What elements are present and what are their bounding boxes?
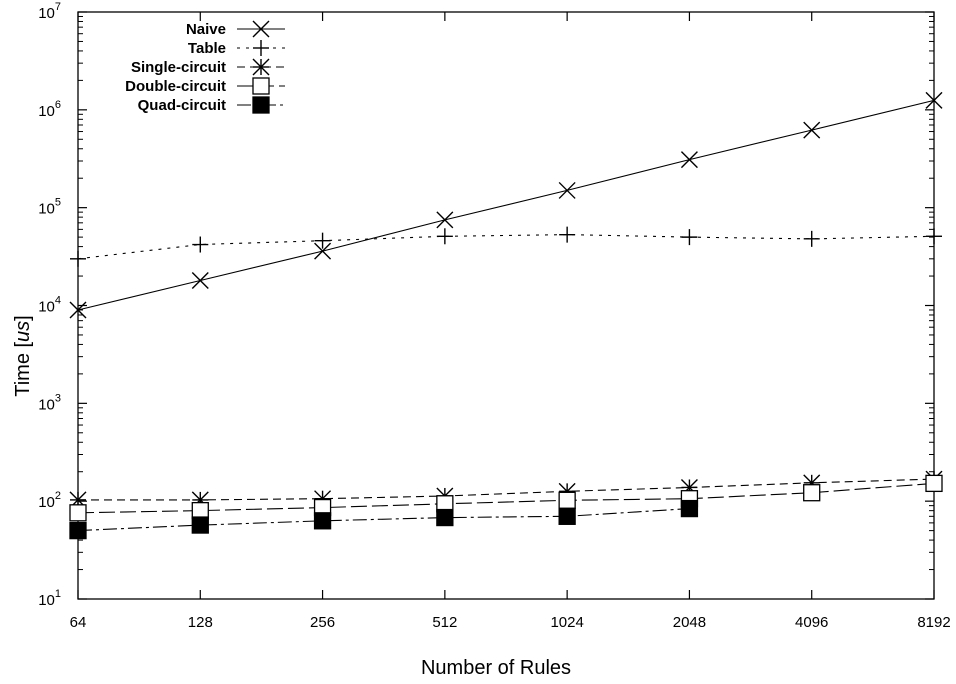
x-tick-label: 2048 [673,614,706,631]
data-point [680,499,699,518]
series-line [77,482,935,514]
y-tick-label-base: 10 [38,5,55,22]
y-tick-label-base: 10 [38,299,55,316]
series-table [70,226,942,267]
y-tick-label-base: 10 [38,592,55,609]
y-tick-label: 104 [38,295,61,316]
series-double-circuit [69,474,943,522]
data-point [192,236,209,253]
data-point [253,40,269,56]
y-axis-title-suffix: ] [12,315,34,321]
y-tick-label-exponent: 6 [55,99,61,111]
y-axis-title-unit: us [12,321,34,342]
y-tick-label: 106 [38,99,61,120]
data-point [314,232,331,249]
data-point [925,91,943,109]
data-point [803,121,821,139]
data-point [681,229,698,246]
legend-label: Double-circuit [125,78,226,95]
series-layer [69,91,943,540]
data-point [313,512,332,530]
data-point [803,484,821,502]
data-point [252,96,270,114]
data-point [558,507,576,525]
series-quad-circuit [69,499,699,540]
legend-label: Table [188,40,226,57]
y-tick-label-exponent: 7 [55,1,61,13]
x-tick-label: 64 [70,614,87,631]
y-tick-label-exponent: 5 [55,197,61,209]
data-point [803,230,820,247]
y-tick-label-exponent: 2 [55,490,61,502]
y-tick-label-exponent: 1 [55,588,61,600]
data-point [559,226,576,243]
data-point [252,77,270,95]
data-point [252,58,270,76]
y-tick-label-base: 10 [38,396,55,413]
y-axis-title-prefix: Time [ [12,342,34,397]
y-axis-title: Time [us] [12,315,34,397]
data-point [436,228,453,245]
data-point [191,501,209,520]
series-line [77,99,935,311]
legend-label: Quad-circuit [138,97,226,114]
data-point [69,504,87,522]
legend-entry: Quad-circuit [138,96,285,114]
data-point [70,250,86,267]
y-tick-label-exponent: 3 [55,392,61,404]
legend-entry: Double-circuit [125,77,285,95]
y-tick-label-base: 10 [38,494,55,511]
y-tick-label: 105 [38,197,61,218]
series-naive [69,91,943,319]
data-point [191,516,209,534]
x-axis-title: Number of Rules [421,657,571,679]
x-tick-label: 1024 [550,614,583,631]
y-tick-label: 107 [38,1,61,22]
y-tick-label: 102 [38,490,61,511]
legend-entry: Naive [186,20,285,38]
x-tick-label: 512 [432,614,457,631]
legend-label: Naive [186,21,226,38]
x-axis: 64 128 256 512 1024 2048 4096 8192 [70,12,951,631]
y-tick-label: 103 [38,392,61,413]
data-point [926,228,942,245]
y-tick-label-base: 10 [38,103,55,120]
data-point [252,20,270,38]
x-tick-label: 128 [188,614,213,631]
x-tick-label: 8192 [917,614,950,631]
legend-entry: Single-circuit [131,58,285,76]
data-point [925,474,943,493]
data-point [191,272,209,290]
data-point [680,151,698,169]
data-point [558,491,576,509]
y-tick-label-exponent: 4 [55,295,61,307]
data-point [69,521,87,540]
data-point [558,181,576,199]
y-tick-label: 101 [38,588,61,609]
series-line [77,508,690,532]
data-point [436,211,454,229]
y-tick-label-base: 10 [38,201,55,218]
x-tick-label: 256 [310,614,335,631]
legend: Naive Table Single-circuit Double-circuit Qu… [125,20,285,114]
data-point [69,301,87,319]
data-point [314,242,332,260]
legend-entry: Table [188,40,285,57]
x-tick-label: 4096 [795,614,828,631]
data-point [436,508,454,527]
legend-label: Single-circuit [131,59,226,76]
